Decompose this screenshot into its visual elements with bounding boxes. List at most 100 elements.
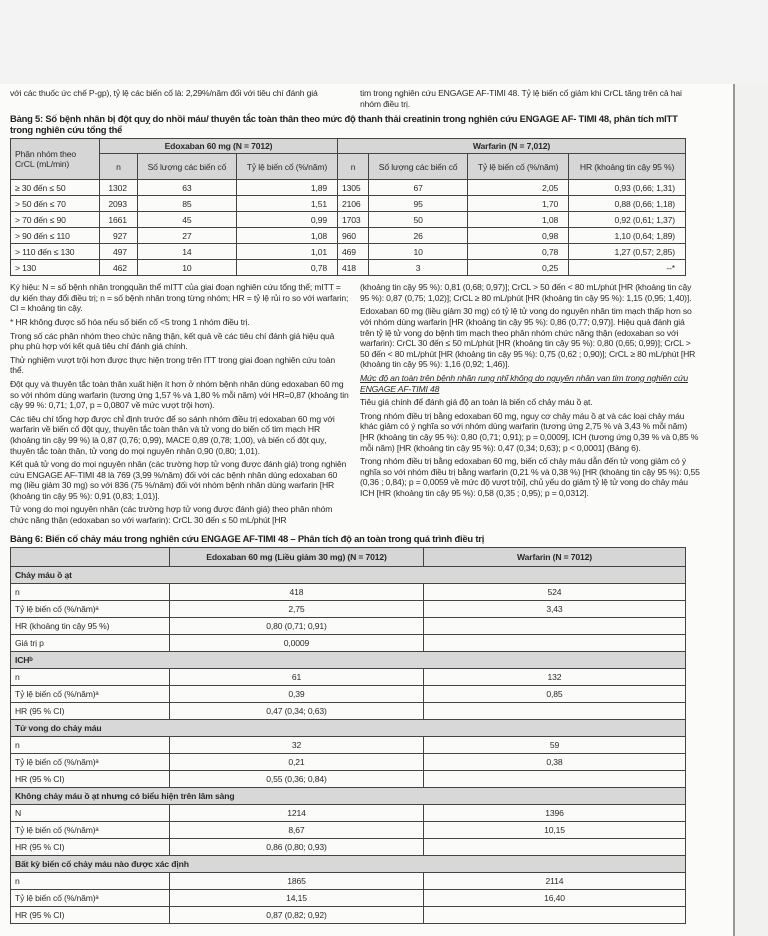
table6-title: Bảng 6: Biến cố chảy máu trong nghiên cứ… bbox=[10, 532, 485, 544]
table5-subheader: HR (khoảng tin cậy 95 %) bbox=[568, 153, 686, 181]
table5-cell: 2106 bbox=[336, 195, 370, 213]
top-text-right: tim trong nghiên cứu ENGAGE AF-TIMI 48. … bbox=[360, 88, 682, 109]
safety-section-heading: Mức độ an toàn trên bệnh nhân rung nhĩ k… bbox=[360, 372, 688, 394]
scan-background bbox=[0, 0, 768, 84]
row-label: HR (95 % CI) bbox=[10, 701, 170, 720]
edoxaban-value: 0,55 (0,36; 0,84) bbox=[169, 769, 424, 788]
edoxaban-value: 0,86 (0,80; 0,93) bbox=[169, 837, 424, 856]
row-label: Tỷ lệ biến cố (%/năm)ᵃ bbox=[10, 820, 170, 839]
table5-group-header: Phân nhóm theo CrCL (mL/min) bbox=[10, 138, 100, 181]
paragraph: Trong số các phân nhóm theo chức năng th… bbox=[10, 330, 335, 352]
table-row: Tỷ lệ biến cố (%/năm)ᵃ 14,15 16,40 bbox=[10, 888, 686, 907]
paragraph: Kết quả tử vong do mọi nguyên nhân (các … bbox=[10, 459, 347, 501]
table5: Phân nhóm theo CrCL (mL/min) Edoxaban 60… bbox=[10, 138, 687, 277]
warfarin-value: 0,85 bbox=[423, 684, 686, 703]
table-row: Tỷ lệ biến cố (%/năm)ᵃ 2,75 3,43 bbox=[10, 599, 686, 618]
section-title: Chảy máu ồ ạt bbox=[10, 565, 686, 584]
row-label: Tỷ lệ biến cố (%/năm)ᵃ bbox=[10, 888, 170, 907]
table5-cell: 0,78 bbox=[467, 243, 570, 261]
table-row: > 70 đến ≤ 90 1661 45 0,99 1703 50 1,08 0,92 (0… bbox=[10, 211, 686, 229]
table5-subheader: n bbox=[99, 153, 138, 181]
warfarin-value bbox=[423, 837, 686, 856]
table5-cell: 50 bbox=[368, 211, 469, 229]
table5-cell: > 50 đến ≤ 70 bbox=[10, 195, 100, 213]
warfarin-value bbox=[423, 633, 686, 652]
warfarin-value bbox=[423, 701, 686, 720]
table5-cell: 418 bbox=[336, 259, 370, 277]
warfarin-value: 10,15 bbox=[423, 820, 686, 839]
table-row: n 61 132 bbox=[10, 667, 686, 686]
paragraph: Thử nghiệm vượt trội hơn được thực hiện … bbox=[10, 354, 335, 376]
table5-cell: 14 bbox=[136, 243, 237, 261]
table5-warfarin-header: Warfarin (N = 7,012) bbox=[336, 138, 687, 155]
table6-section-row: ICHᵇ bbox=[10, 650, 686, 669]
table5-cell: > 70 đến ≤ 90 bbox=[10, 211, 100, 229]
table5-cell: > 90 đến ≤ 110 bbox=[10, 227, 100, 245]
table5-cell: > 110 đến ≤ 130 bbox=[10, 243, 100, 261]
table5-cell: 1302 bbox=[99, 179, 138, 197]
section-title: Tử vong do chảy máu bbox=[10, 718, 686, 737]
table5-cell: 960 bbox=[336, 227, 370, 245]
table-row: ≥ 30 đến ≤ 50 1302 63 1,89 1305 67 2,05 0,93 (0… bbox=[10, 179, 686, 197]
table-row: > 90 đến ≤ 110 927 27 1,08 960 26 0,98 1,10 (0,… bbox=[10, 227, 686, 245]
top-text: với các thuốc ức chế P-gp), tỷ lệ các bi… bbox=[0, 88, 710, 109]
table5-cell: 85 bbox=[136, 195, 237, 213]
row-label: Giá trị p bbox=[10, 633, 170, 652]
table5-cell: > 130 bbox=[10, 259, 100, 277]
table-row: HR (95 % CI) 0,87 (0,82; 0,92) bbox=[10, 905, 686, 924]
paragraph: Đột quỵ và thuyên tắc toàn thân xuất hiệ… bbox=[10, 378, 349, 411]
table5-title: Bảng 5: Số bệnh nhân bị đột quỵ do nhồi … bbox=[10, 113, 678, 136]
warfarin-value: 1396 bbox=[423, 803, 686, 822]
table5-cell: 497 bbox=[99, 243, 138, 261]
row-label: n bbox=[10, 735, 170, 754]
table5-cell: 1703 bbox=[336, 211, 370, 229]
paragraph: * HR không được số hóa nếu số biến cố <5… bbox=[10, 316, 250, 327]
table5-cell: 0,98 bbox=[467, 227, 570, 245]
edoxaban-value: 1865 bbox=[169, 871, 424, 890]
edoxaban-value: 1214 bbox=[169, 803, 424, 822]
table-row: n 1865 2114 bbox=[10, 871, 686, 890]
table5-cell: 1,01 bbox=[235, 243, 338, 261]
warfarin-value: 3,43 bbox=[423, 599, 686, 618]
row-label: Tỷ lệ biến cố (%/năm)ᵃ bbox=[10, 752, 170, 771]
table5-cell: ≥ 30 đến ≤ 50 bbox=[10, 179, 100, 197]
right-column-text: (khoảng tin cậy 95 %): 0,81 (0,68; 0,97)… bbox=[360, 282, 700, 528]
table5-cell: 927 bbox=[99, 227, 138, 245]
row-label: Tỷ lệ biến cố (%/năm)ᵃ bbox=[10, 599, 170, 618]
row-label: n bbox=[10, 871, 170, 890]
table5-cell: 0,88 (0,66; 1,18) bbox=[568, 195, 686, 213]
table5-cell: 1,27 (0,57; 2,85) bbox=[568, 243, 686, 261]
table5-cell: 27 bbox=[136, 227, 237, 245]
table-row: HR (95 % CI) 0,47 (0,34; 0,63) bbox=[10, 701, 686, 720]
table5-edoxaban-header: Edoxaban 60 mg (N = 7012) bbox=[99, 138, 338, 155]
table5-cell: 0,93 (0,66; 1,31) bbox=[568, 179, 686, 197]
table5-cell: 1661 bbox=[99, 211, 138, 229]
table5-subheader: Tỷ lệ biến cố (%/năm) bbox=[467, 153, 570, 181]
table-row: > 130 462 10 0,78 418 3 0,25 --* bbox=[10, 259, 686, 277]
table5-subheader: Tỷ lệ biến cố (%/năm) bbox=[235, 153, 338, 181]
table5-cell: 67 bbox=[368, 179, 469, 197]
table6-section-row: Không chảy máu ồ ạt nhưng có biểu hiện t… bbox=[10, 786, 686, 805]
warfarin-value: 2114 bbox=[423, 871, 686, 890]
left-column-text: Ký hiệu: N = số bệnh nhân trongquần thể … bbox=[10, 282, 350, 528]
table-row: HR (95 % CI) 0,86 (0,80; 0,93) bbox=[10, 837, 686, 856]
edoxaban-value: 14,15 bbox=[169, 888, 424, 907]
table5-cell: 63 bbox=[136, 179, 237, 197]
paragraph: (khoảng tin cậy 95 %): 0,81 (0,68; 0,97)… bbox=[360, 282, 692, 303]
edoxaban-value: 8,67 bbox=[169, 820, 424, 839]
row-label: HR (95 % CI) bbox=[10, 837, 170, 856]
section-title: Không chảy máu ồ ạt nhưng có biểu hiện t… bbox=[10, 786, 686, 805]
table5-cell: 1,08 bbox=[235, 227, 338, 245]
table5-cell: 1,08 bbox=[467, 211, 570, 229]
edoxaban-value: 0,47 (0,34; 0,63) bbox=[169, 701, 424, 720]
document-page: với các thuốc ức chế P-gp), tỷ lệ các bi… bbox=[0, 84, 735, 936]
edoxaban-value: 32 bbox=[169, 735, 424, 754]
table5-subheader: n bbox=[336, 153, 370, 181]
table6-empty-header bbox=[10, 546, 170, 567]
paragraph: Ký hiệu: N = số bệnh nhân trongquần thể … bbox=[10, 282, 349, 314]
table5-wrapper: Phân nhóm theo CrCL (mL/min) Edoxaban 60… bbox=[10, 138, 723, 277]
table5-cell: 2093 bbox=[99, 195, 138, 213]
table6-header-row: Edoxaban 60 mg (Liều giảm 30 mg) (N = 70… bbox=[10, 546, 686, 567]
table-row: > 50 đến ≤ 70 2093 85 1,51 2106 95 1,70 0,88 (0… bbox=[10, 195, 686, 213]
table5-cell: 1,51 bbox=[235, 195, 338, 213]
